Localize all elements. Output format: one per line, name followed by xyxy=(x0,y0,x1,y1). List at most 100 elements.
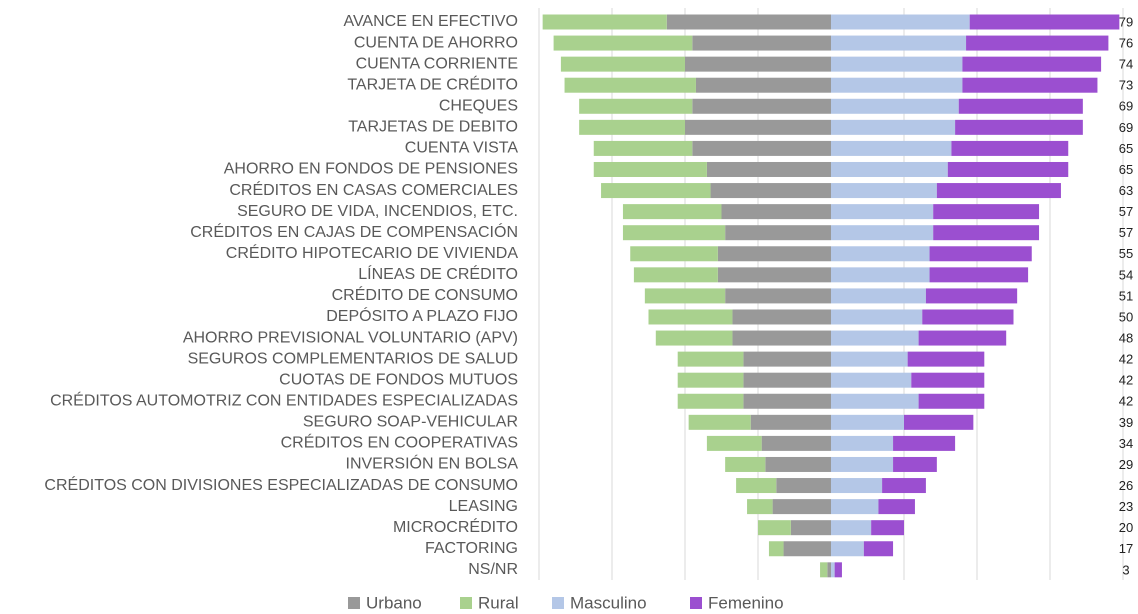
category-label: LEASING xyxy=(449,498,518,515)
bar-segment xyxy=(706,161,831,177)
bar-segment xyxy=(831,119,956,135)
category-label: CRÉDITOS AUTOMOTRIZ CON ENTIDADES ESPECI… xyxy=(50,390,518,409)
total-label: 55 xyxy=(1119,246,1133,261)
bar-segment xyxy=(732,330,831,346)
total-label: 73 xyxy=(1119,78,1133,93)
total-label: 42 xyxy=(1119,394,1133,409)
bar-segment xyxy=(692,98,831,114)
bar-segment xyxy=(630,246,718,262)
bar-segment xyxy=(831,14,970,30)
bar-segment xyxy=(717,267,831,283)
total-label: 69 xyxy=(1119,120,1133,135)
legend-swatch xyxy=(348,597,360,609)
bar-segment xyxy=(706,435,762,451)
category-label: SEGUROS COMPLEMENTARIOS DE SALUD xyxy=(188,350,518,367)
total-label: 42 xyxy=(1119,352,1133,367)
category-label: TARJETAS DE DEBITO xyxy=(348,119,518,136)
bar-segment xyxy=(542,14,667,30)
bar-segment xyxy=(553,35,693,51)
bar-segment xyxy=(904,414,974,430)
category-label: CRÉDITO HIPOTECARIO DE VIVIENDA xyxy=(226,243,519,262)
bar-segment xyxy=(743,372,831,388)
bar-segment xyxy=(827,562,831,578)
bar-segment xyxy=(831,499,879,515)
bar-segment xyxy=(772,499,831,515)
category-label: CRÉDITOS EN CAJAS DE COMPENSACIÓN xyxy=(190,222,518,241)
bar-segment xyxy=(677,351,744,367)
bar-segment xyxy=(907,351,985,367)
category-label: AHORRO PREVISIONAL VOLUNTARIO (APV) xyxy=(183,329,518,346)
bar-segment xyxy=(969,14,1120,30)
bar-segment xyxy=(622,225,726,241)
bar-segment xyxy=(966,35,1109,51)
legend-label: Masculino xyxy=(570,593,647,612)
bar-segment xyxy=(882,478,926,494)
bar-segment xyxy=(831,541,864,557)
bar-segment xyxy=(831,77,963,93)
total-label: 3 xyxy=(1122,562,1129,577)
bar-segment xyxy=(593,140,693,156)
bar-segment xyxy=(725,288,831,304)
bar-segment xyxy=(644,288,726,304)
total-label: 42 xyxy=(1119,373,1133,388)
bar-segment xyxy=(758,520,791,536)
bar-segment xyxy=(893,435,956,451)
bar-segment xyxy=(831,372,912,388)
bar-segment xyxy=(725,456,766,472)
bar-segment xyxy=(743,393,831,409)
bar-segment xyxy=(725,225,831,241)
bar-segment xyxy=(831,246,930,262)
bar-segment xyxy=(820,562,828,578)
bar-segment xyxy=(831,161,948,177)
bar-segment xyxy=(743,351,831,367)
bar-segment xyxy=(601,183,711,199)
bar-segment xyxy=(936,183,1061,199)
bar-segment xyxy=(768,541,784,557)
category-label: INVERSIÓN EN BOLSA xyxy=(346,454,519,473)
bar-segment xyxy=(831,393,919,409)
category-label: CUOTAS DE FONDOS MUTUOS xyxy=(279,371,518,388)
bar-segment xyxy=(933,225,1040,241)
bar-segment xyxy=(962,56,1102,72)
category-label: NS/NR xyxy=(468,561,518,578)
bar-segment xyxy=(831,520,872,536)
bar-segment xyxy=(929,267,1029,283)
bar-segment xyxy=(564,77,696,93)
bar-segment xyxy=(593,161,707,177)
bar-segment xyxy=(736,478,777,494)
bar-segment xyxy=(732,309,831,325)
bar-segment xyxy=(955,119,1083,135)
bar-segment xyxy=(692,35,831,51)
bar-segment xyxy=(831,267,930,283)
total-label: 26 xyxy=(1119,478,1133,493)
legend-swatch xyxy=(552,597,564,609)
category-label: CRÉDITOS EN CASAS COMERCIALES xyxy=(229,180,518,199)
bar-segment xyxy=(685,56,831,72)
bar-segment xyxy=(863,541,894,557)
category-label: CRÉDITOS CON DIVISIONES ESPECIALIZADAS D… xyxy=(44,475,518,494)
bar-segment xyxy=(918,330,1007,346)
bar-segment xyxy=(747,499,773,515)
total-label: 34 xyxy=(1119,436,1133,451)
bar-segment xyxy=(951,140,1069,156)
bar-segment xyxy=(648,309,733,325)
bar-segment xyxy=(790,520,831,536)
bar-segment xyxy=(947,161,1069,177)
bar-segment xyxy=(922,309,1014,325)
bar-segment xyxy=(929,246,1032,262)
bar-segment xyxy=(655,330,733,346)
category-label: LÍNEAS DE CRÉDITO xyxy=(358,264,518,283)
total-label: 65 xyxy=(1119,162,1133,177)
bar-segment xyxy=(834,562,842,578)
bar-segment xyxy=(710,183,831,199)
bar-segment xyxy=(622,204,722,220)
category-label: SEGURO DE VIDA, INCENDIOS, ETC. xyxy=(237,203,518,220)
bar-segment xyxy=(579,119,685,135)
total-label: 63 xyxy=(1119,183,1133,198)
total-label: 79 xyxy=(1119,14,1133,29)
bar-segment xyxy=(831,35,967,51)
bar-segment xyxy=(666,14,831,30)
total-label: 23 xyxy=(1119,499,1133,514)
bar-segment xyxy=(761,435,831,451)
